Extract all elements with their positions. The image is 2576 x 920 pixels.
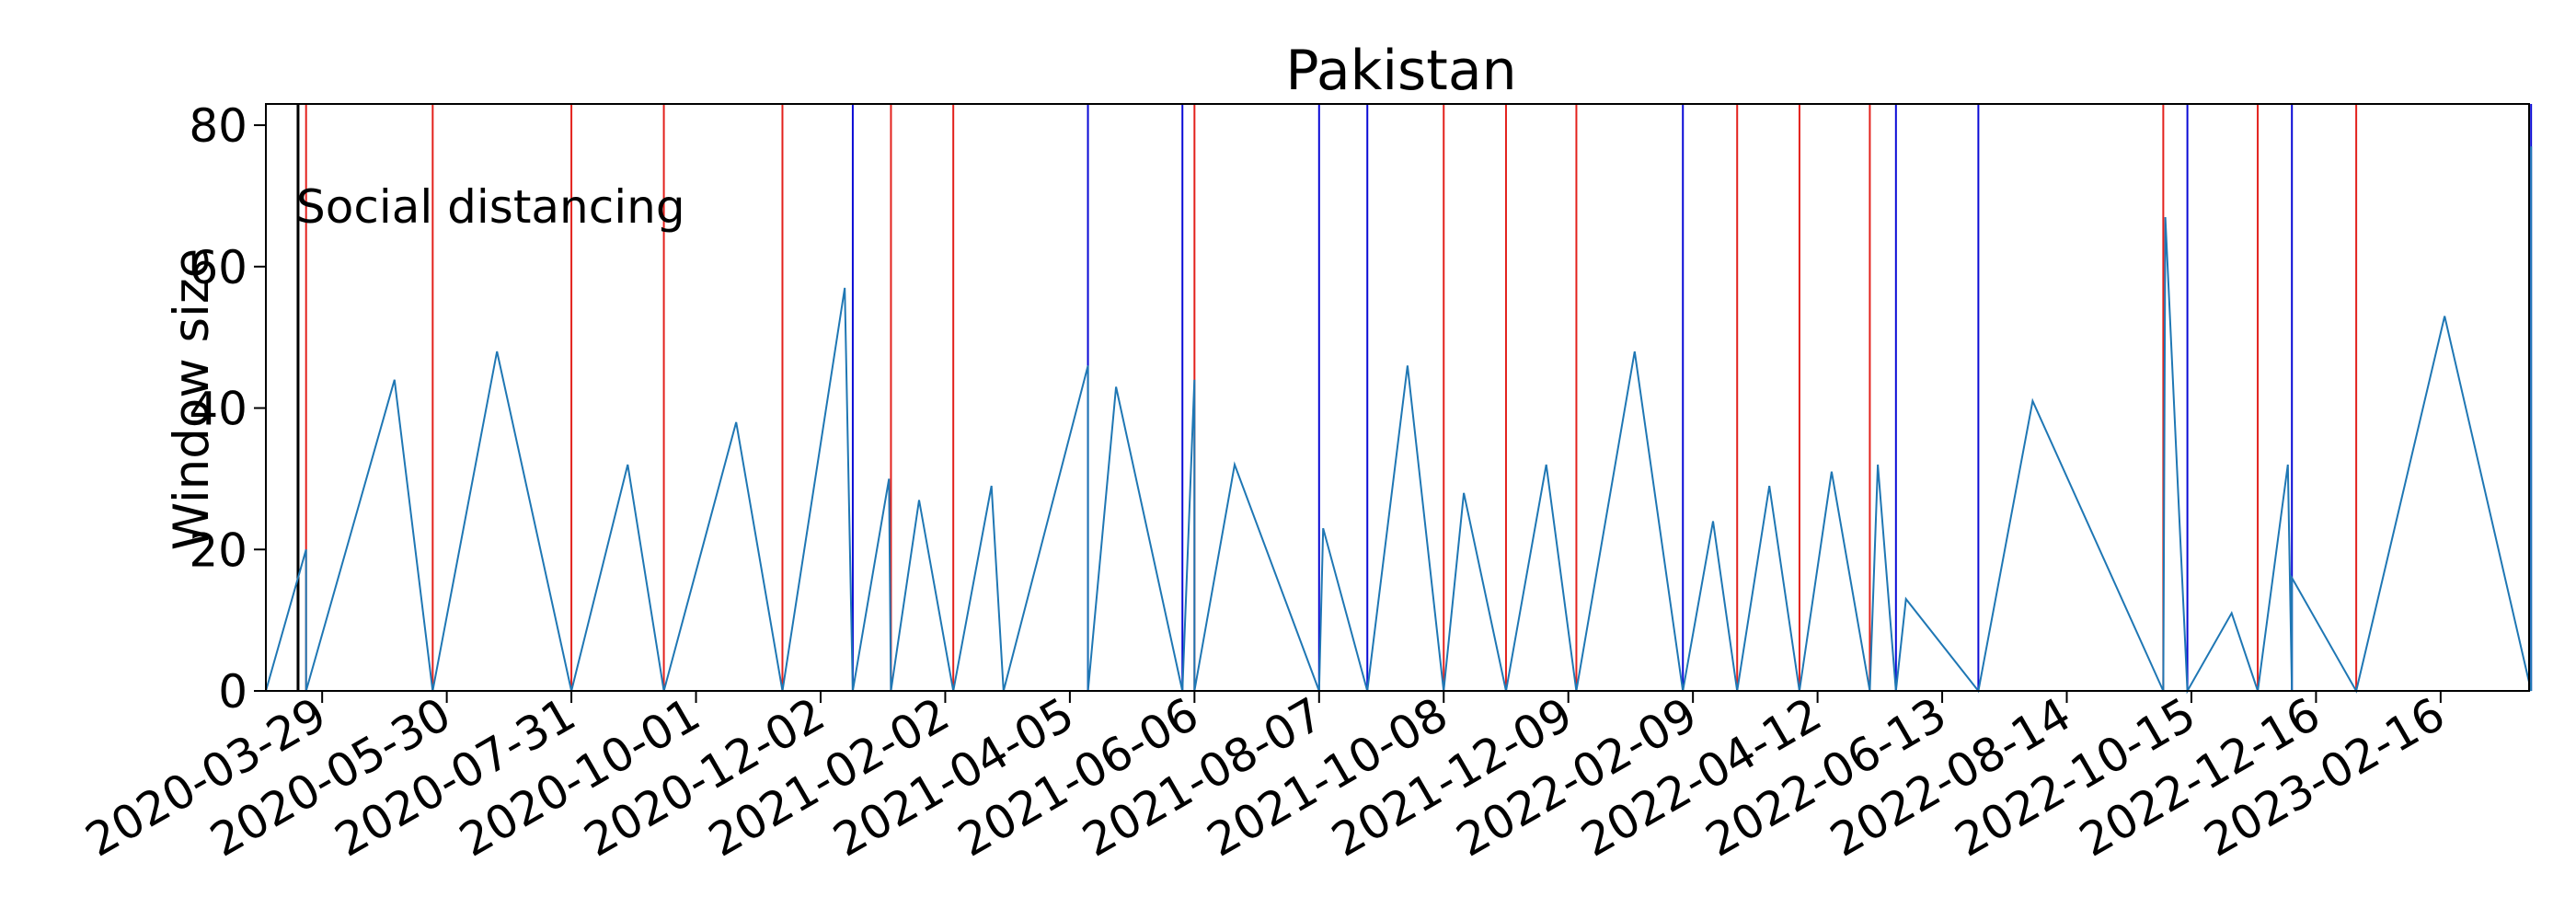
y-tick-label: 20: [189, 523, 247, 577]
y-tick-label: 60: [189, 241, 247, 294]
intervention-label: Social distancing: [296, 180, 685, 234]
y-tick-label: 80: [189, 99, 247, 153]
plot-frame: [265, 103, 2530, 692]
series-line: [265, 146, 2533, 695]
y-tick-label: 40: [189, 383, 247, 436]
y-axis-label: Window size: [164, 248, 220, 551]
chart-title: Pakistan: [1285, 39, 1516, 103]
plot-area: [265, 104, 2533, 695]
y-tick-label: 0: [218, 665, 247, 719]
